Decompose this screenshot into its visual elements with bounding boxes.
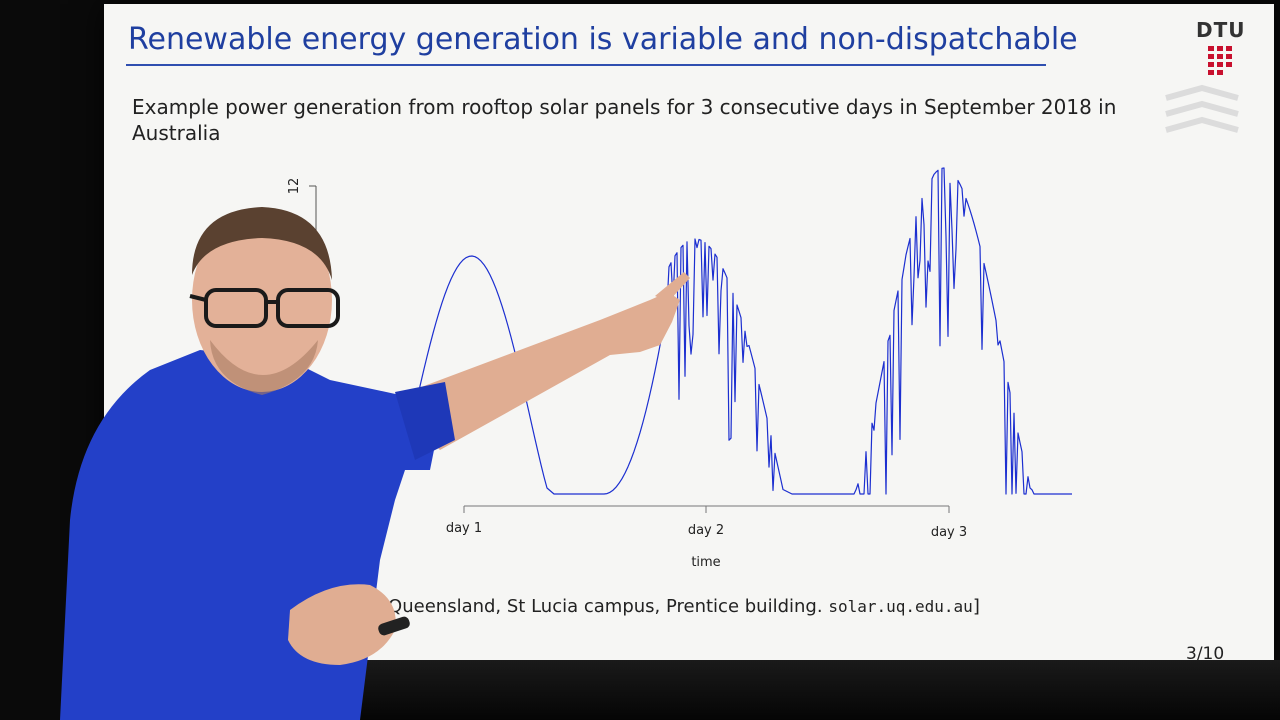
- dtu-logo-mark: [1208, 46, 1232, 75]
- presenter-hair: [192, 207, 332, 280]
- dtu-logo: [1165, 46, 1239, 133]
- solar-power-series-line: [393, 167, 1072, 495]
- source-close-bracket: ]: [972, 596, 980, 617]
- presenter-clicker: [378, 616, 410, 636]
- presenter-arm: [400, 292, 680, 450]
- dtu-logo-waves: [1165, 84, 1239, 133]
- presenter-head: [192, 208, 332, 392]
- presenter-sleeve: [395, 382, 455, 460]
- presenter-shirt: [60, 350, 440, 720]
- source-link[interactable]: solar.uq.edu.au: [828, 597, 973, 616]
- source-citation: f Queensland, St Lucia campus, Prentice …: [376, 596, 980, 617]
- slide-title: Renewable energy generation is variable …: [128, 22, 1078, 57]
- glasses-icon: [189, 288, 340, 328]
- title-underline: [126, 64, 1046, 66]
- x-axis-label: time: [691, 555, 720, 570]
- page-number: 3/10: [1186, 644, 1225, 664]
- x-axis: day 1 day 2 day 3 time: [446, 505, 967, 570]
- source-text: f Queensland, St Lucia campus, Prentice …: [376, 596, 823, 617]
- x-tick-label-day3: day 3: [931, 525, 967, 540]
- y-tick-label: 12: [287, 178, 302, 195]
- presenter-beard: [210, 340, 318, 395]
- presenter-pointing-finger: [655, 272, 690, 302]
- dtu-logo-text: DTU: [1196, 18, 1246, 42]
- slide-subtitle: Example power generation from rooftop so…: [132, 95, 1117, 145]
- x-tick-label-day1: day 1: [446, 521, 482, 536]
- presenter-hand: [288, 584, 396, 665]
- x-tick-label-day2: day 2: [688, 523, 724, 538]
